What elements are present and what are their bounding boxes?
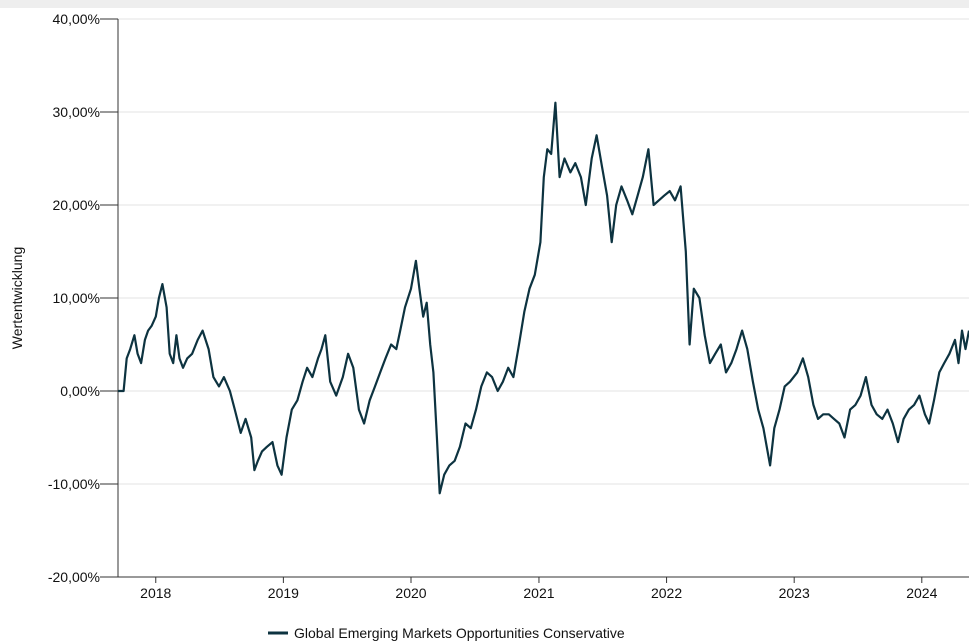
y-tick-label: 20,00% [53,197,100,213]
grid-lines [118,18,969,485]
legend: Global Emerging Markets Opportunities Co… [268,625,625,641]
y-tick-label: 0,00% [60,383,100,399]
y-tick-label: 40,00% [53,11,100,27]
x-tick-label: 2019 [268,585,299,601]
y-axis-title: Wertentwicklung [9,247,25,349]
x-axis-tick-labels: 2018 2019 2020 2021 2022 2023 2024 [140,577,938,601]
y-tick-label: -10,00% [48,476,100,492]
x-tick-label: 2023 [779,585,810,601]
x-tick-label: 2018 [140,585,171,601]
x-tick-label: 2020 [395,585,426,601]
series-line [118,101,969,495]
top-band [0,0,969,8]
legend-label: Global Emerging Markets Opportunities Co… [294,625,625,641]
x-tick-label: 2024 [906,585,937,601]
y-axis-tick-labels: -20,00% -10,00% 0,00% 10,00% 20,00% 30,00% 40,… [48,11,118,585]
y-tick-label: 30,00% [53,104,100,120]
x-tick-label: 2022 [651,585,682,601]
y-tick-label: 10,00% [53,290,100,306]
y-tick-label: -20,00% [48,569,100,585]
x-tick-label: 2021 [523,585,554,601]
